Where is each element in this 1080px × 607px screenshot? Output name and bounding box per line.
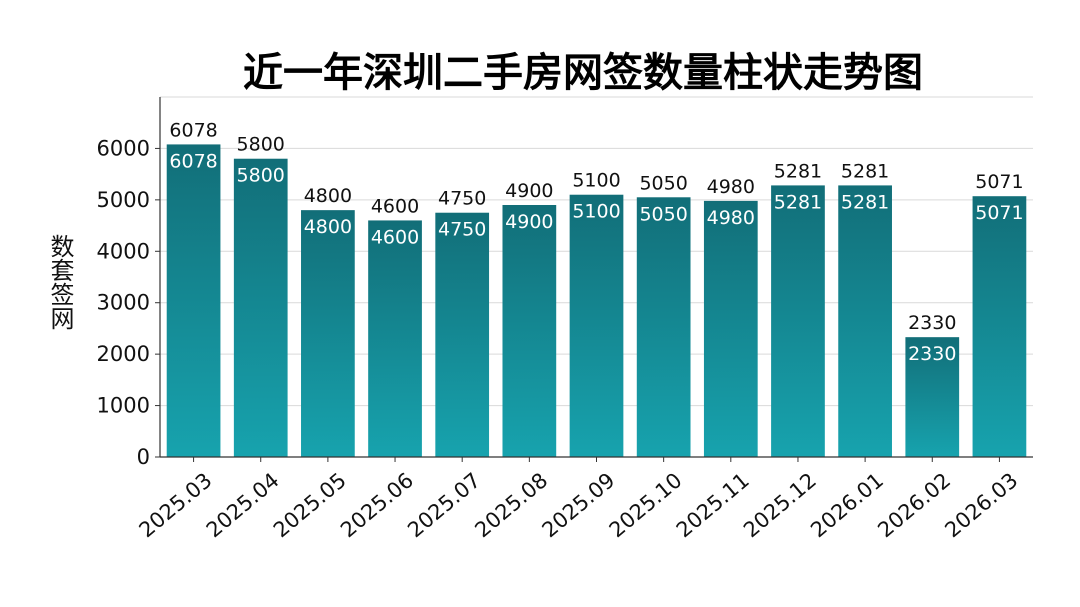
y-tick-label: 1000 [97,394,150,418]
data-label-inside: 5281 [841,191,889,213]
bar [166,144,221,457]
data-label-inside: 5281 [774,191,822,213]
bar [502,205,557,457]
data-label-inside: 4800 [304,216,352,238]
bars [166,144,1027,458]
bar [838,185,892,458]
bar [233,158,288,457]
y-tick-label: 4000 [97,239,150,263]
bar [435,212,490,457]
data-label-above: 5281 [841,160,889,182]
y-tick-label: 5000 [97,188,150,212]
bar [368,220,422,457]
y-tick-label: 2000 [97,342,150,366]
chart-title: 近一年深圳二手房网签数量柱状走势图 [243,50,923,96]
data-label-above: 5071 [975,171,1023,193]
bar [905,337,960,457]
data-label-inside: 4750 [438,219,486,241]
data-label-inside: 4600 [371,226,419,248]
data-label-above: 5050 [639,172,687,194]
data-label-above: 4900 [505,180,553,202]
data-label-above: 5100 [572,170,620,192]
data-label-above: 2330 [908,312,956,334]
data-label-inside: 5050 [639,203,687,225]
data-label-above: 6078 [169,119,217,141]
data-label-inside: 4980 [707,207,755,229]
data-labels: 6078 6078 5800 5800 4800 4800 4600 4600 4750 4750… [169,119,1023,365]
data-label-above: 4750 [438,188,486,210]
data-label-above: 4800 [304,185,352,207]
y-tick-label: 3000 [97,291,150,315]
data-label-above: 4980 [707,176,755,198]
data-label-inside: 2330 [908,343,956,365]
data-label-inside: 5071 [975,202,1023,224]
data-label-inside: 4900 [505,211,553,233]
data-label-above: 5281 [774,160,822,182]
data-label-inside: 6078 [169,150,217,172]
data-label-above: 5800 [237,134,285,156]
bar [569,194,624,457]
y-tick-label: 0 [137,445,150,469]
data-label-inside: 5800 [237,165,285,187]
bar [972,196,1027,457]
bar [636,197,691,458]
y-axis-label: 数套签网 [46,234,74,330]
data-label-above: 4600 [371,195,419,217]
y-tick-label: 6000 [97,136,150,160]
bar [703,200,758,457]
bar [771,185,825,458]
bar [301,210,355,457]
data-label-inside: 5100 [572,201,620,223]
